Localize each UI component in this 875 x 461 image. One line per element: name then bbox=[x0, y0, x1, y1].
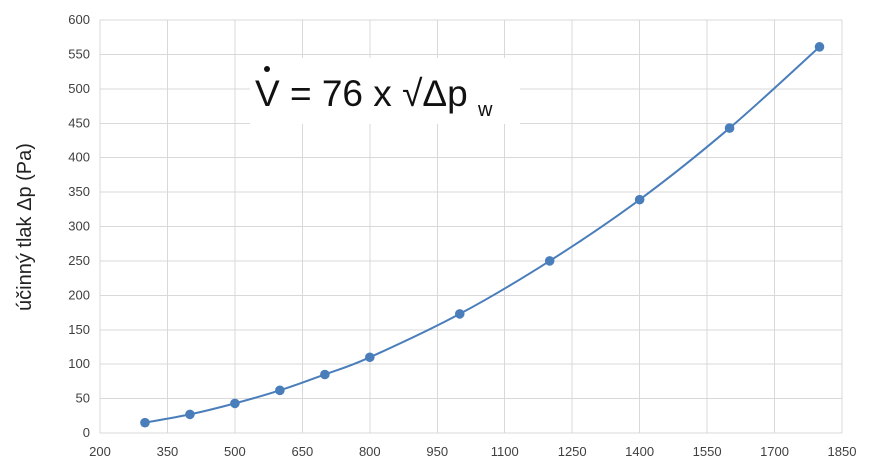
formula-symbol: V bbox=[255, 73, 280, 114]
x-axis-ticks: 200 350 500 650 800 950 1100 1250 1400 1550 1700 18… bbox=[89, 444, 856, 459]
y-tick-label: 500 bbox=[68, 81, 90, 96]
y-tick-label: 450 bbox=[68, 115, 90, 130]
formula-dot-icon bbox=[264, 66, 270, 72]
y-tick-label: 250 bbox=[68, 253, 90, 268]
y-tick-label: 200 bbox=[68, 287, 90, 302]
y-axis-ticks: 0 50 100 150 200 250 300 350 400 450 500 550 600 bbox=[68, 12, 90, 440]
y-tick-label: 300 bbox=[68, 219, 90, 234]
x-tick-label: 1250 bbox=[558, 444, 587, 459]
data-point bbox=[634, 194, 645, 205]
y-tick-label: 50 bbox=[76, 391, 90, 406]
series bbox=[140, 42, 825, 428]
data-point bbox=[365, 352, 375, 363]
x-tick-label: 1700 bbox=[760, 444, 789, 459]
formula-subscript: w bbox=[477, 99, 493, 121]
data-point bbox=[454, 309, 465, 319]
y-tick-label: 150 bbox=[68, 322, 90, 337]
x-tick-label: 500 bbox=[224, 444, 246, 459]
y-tick-label: 400 bbox=[68, 150, 90, 165]
x-tick-label: 1550 bbox=[693, 444, 722, 459]
x-tick-label: 650 bbox=[292, 444, 314, 459]
formula-annotation: V = 76 x √Δp w bbox=[250, 58, 520, 124]
y-tick-label: 550 bbox=[68, 46, 90, 61]
y-tick-label: 100 bbox=[68, 356, 90, 371]
data-point bbox=[724, 123, 735, 133]
formula-expression: = 76 x √Δp bbox=[290, 73, 468, 114]
data-point bbox=[275, 385, 285, 396]
x-tick-label: 1850 bbox=[828, 444, 857, 459]
x-tick-label: 950 bbox=[426, 444, 448, 459]
x-tick-label: 350 bbox=[157, 444, 179, 459]
y-tick-label: 350 bbox=[68, 184, 90, 199]
x-tick-label: 1100 bbox=[491, 444, 519, 459]
data-point bbox=[814, 42, 825, 52]
data-point bbox=[230, 398, 240, 409]
y-tick-label: 0 bbox=[83, 425, 90, 440]
y-tick-label: 600 bbox=[68, 12, 90, 27]
x-tick-label: 200 bbox=[89, 444, 111, 459]
formula-text: V = 76 x √Δp w bbox=[255, 73, 493, 121]
x-tick-label: 800 bbox=[359, 444, 381, 459]
data-point bbox=[544, 256, 555, 266]
formula-annotation-box bbox=[250, 58, 520, 124]
data-point bbox=[320, 369, 330, 380]
data-point bbox=[140, 417, 150, 428]
y-axis-title: účinný tlak Δp (Pa) bbox=[14, 143, 36, 311]
data-point bbox=[185, 409, 195, 420]
x-tick-label: 1400 bbox=[625, 444, 654, 459]
